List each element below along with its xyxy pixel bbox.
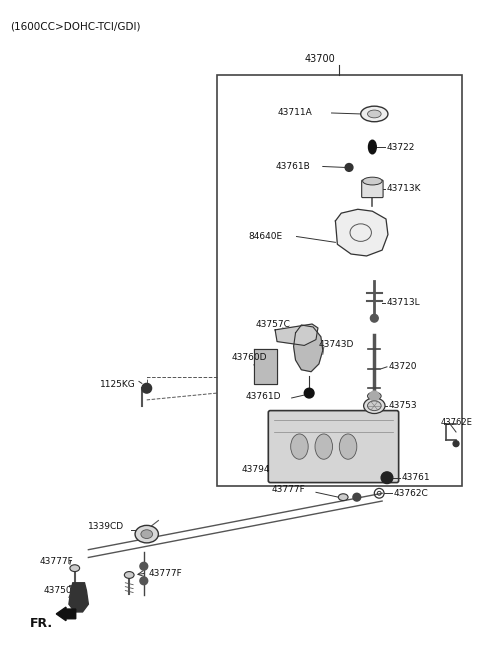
Circle shape (140, 562, 148, 570)
Circle shape (371, 314, 378, 322)
Ellipse shape (70, 565, 80, 572)
Text: 43722: 43722 (387, 143, 415, 152)
Text: 43713L: 43713L (387, 298, 420, 307)
Ellipse shape (360, 106, 388, 122)
Ellipse shape (368, 401, 381, 411)
FancyBboxPatch shape (362, 180, 383, 198)
Text: 43794: 43794 (241, 465, 270, 475)
Circle shape (453, 441, 459, 447)
Text: 43743D: 43743D (319, 340, 354, 349)
Text: 1339CD: 1339CD (88, 522, 124, 531)
Text: 43777F: 43777F (271, 485, 305, 494)
Text: 43720: 43720 (389, 363, 418, 371)
Text: FR.: FR. (30, 617, 53, 630)
Circle shape (140, 577, 148, 585)
Circle shape (370, 391, 379, 401)
Ellipse shape (368, 392, 381, 400)
Ellipse shape (141, 530, 153, 538)
Polygon shape (69, 583, 88, 612)
Text: (1600CC>DOHC-TCI/GDI): (1600CC>DOHC-TCI/GDI) (11, 21, 141, 31)
FancyArrow shape (56, 607, 76, 620)
Polygon shape (336, 209, 388, 256)
Text: 84640E: 84640E (249, 232, 283, 241)
Text: 43700: 43700 (304, 55, 335, 64)
Ellipse shape (291, 434, 308, 459)
Text: 43760D: 43760D (231, 353, 267, 361)
Text: 43777F: 43777F (40, 557, 73, 566)
Circle shape (353, 493, 360, 501)
Circle shape (304, 388, 314, 398)
Ellipse shape (363, 177, 382, 185)
Text: 43761B: 43761B (275, 162, 310, 171)
Ellipse shape (339, 434, 357, 459)
Ellipse shape (368, 110, 381, 118)
Circle shape (142, 383, 152, 393)
Polygon shape (294, 325, 323, 372)
Ellipse shape (135, 525, 158, 543)
Text: 43711A: 43711A (277, 109, 312, 117)
Text: 43777F: 43777F (149, 568, 182, 577)
Ellipse shape (124, 572, 134, 578)
Polygon shape (275, 324, 318, 346)
Text: 43753: 43753 (389, 401, 418, 410)
Text: 43750B: 43750B (44, 586, 78, 595)
Text: 43713K: 43713K (387, 184, 421, 193)
Polygon shape (254, 350, 277, 384)
Text: 43762E: 43762E (441, 418, 472, 427)
Ellipse shape (369, 140, 376, 154)
Text: 43761D: 43761D (246, 391, 281, 400)
Text: 43761: 43761 (402, 473, 430, 482)
Circle shape (381, 472, 393, 484)
Ellipse shape (315, 434, 333, 459)
Text: 43757C: 43757C (256, 320, 290, 329)
Ellipse shape (364, 398, 385, 413)
Circle shape (345, 163, 353, 171)
Text: 43762C: 43762C (394, 489, 429, 498)
Ellipse shape (338, 493, 348, 501)
FancyBboxPatch shape (268, 411, 399, 482)
Text: 1125KG: 1125KG (100, 380, 136, 389)
